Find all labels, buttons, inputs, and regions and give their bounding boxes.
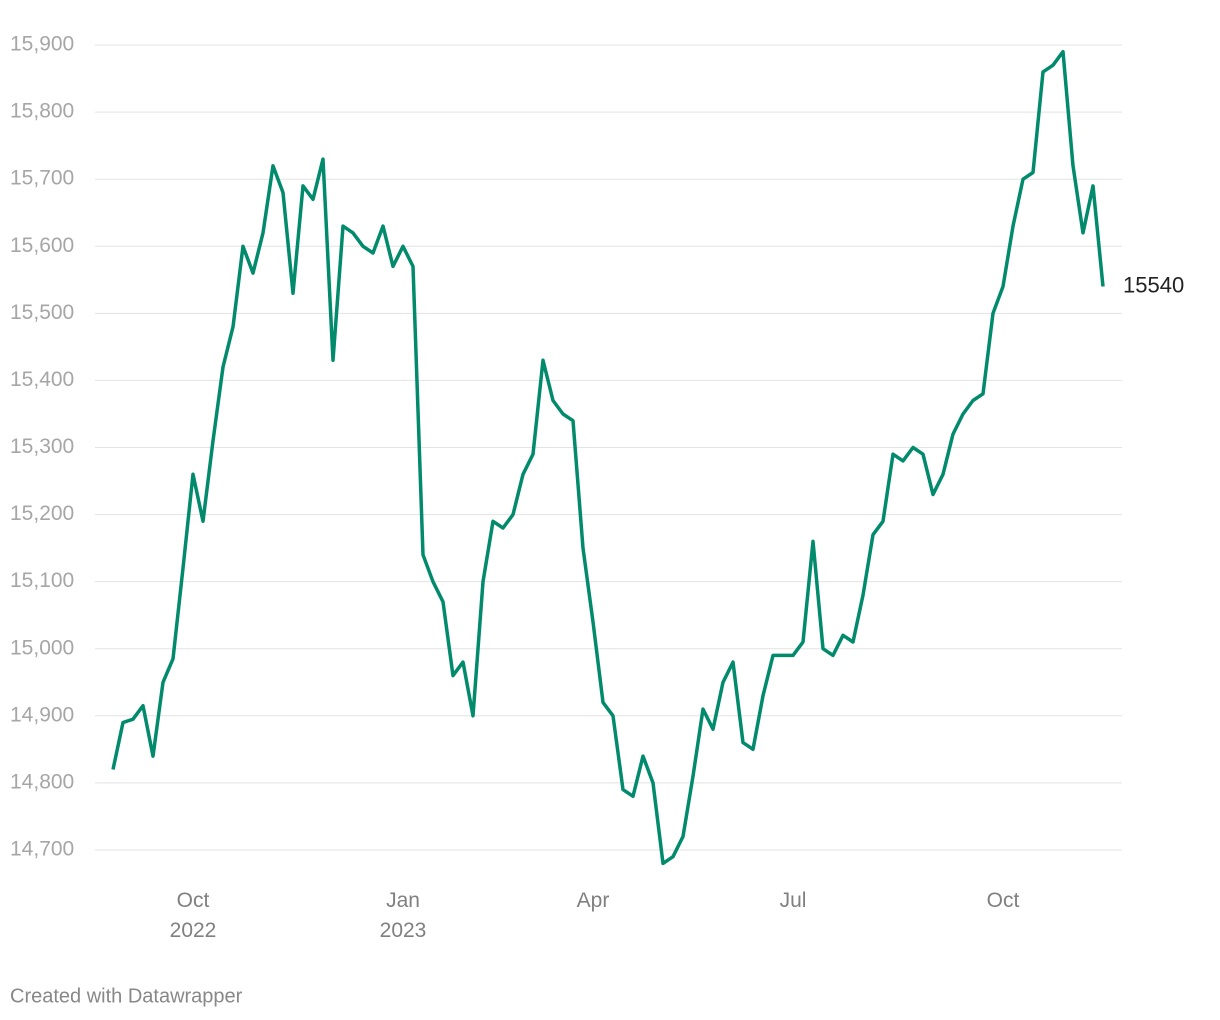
line — [111, 49, 1105, 866]
y-tick-label: 14,700 — [10, 838, 74, 861]
y-tick-label: 15,200 — [10, 502, 74, 525]
y-tick-label: 15,900 — [10, 33, 74, 56]
x-tick-label: Oct — [987, 889, 1020, 912]
x-tick-label: Jan 2023 — [380, 889, 427, 942]
y-tick-label: 15,000 — [10, 636, 74, 659]
end-label: 15540 — [1123, 272, 1184, 297]
y-tick-label: 15,300 — [10, 435, 74, 458]
y-tick-label: 15,600 — [10, 234, 74, 257]
y-tick-label: 15,100 — [10, 569, 74, 592]
y-tick-label: 15,500 — [10, 301, 74, 324]
y-tick-label: 15,400 — [10, 368, 74, 391]
x-tick-label: Jul — [780, 889, 807, 912]
y-tick-label: 14,900 — [10, 703, 74, 726]
x-tick-label: Oct 2022 — [170, 889, 217, 942]
footer: Created with Datawrapper — [10, 985, 243, 1007]
y-tick-label: 15,700 — [10, 167, 74, 190]
y-tick-label: 15,800 — [10, 100, 74, 123]
y-tick-label: 14,800 — [10, 770, 74, 793]
x-tick-label: Apr — [577, 889, 610, 912]
